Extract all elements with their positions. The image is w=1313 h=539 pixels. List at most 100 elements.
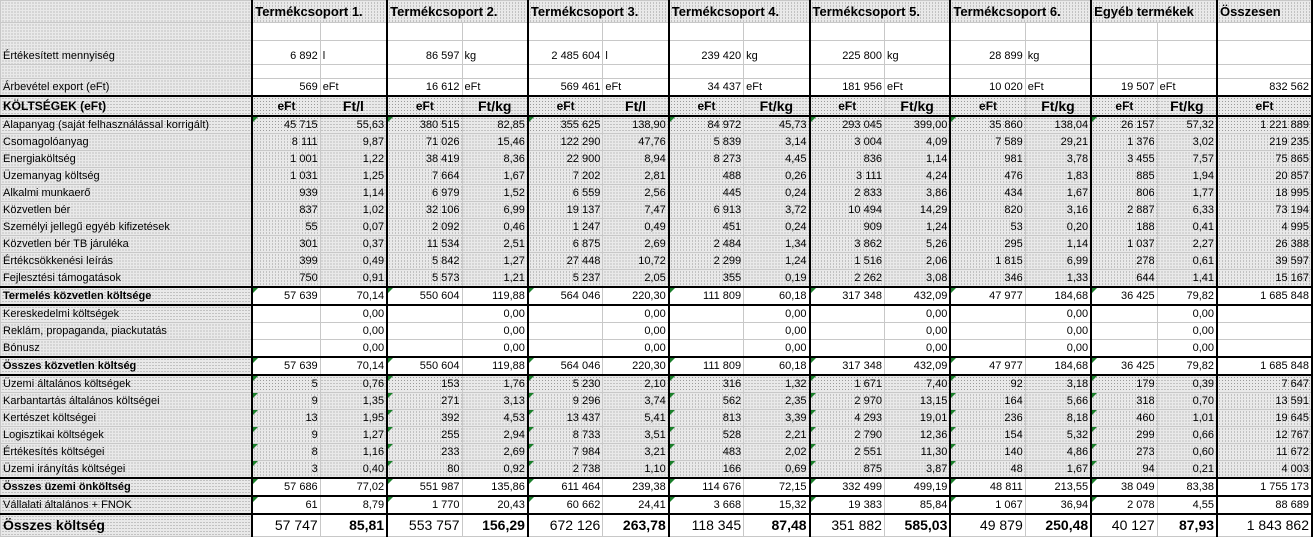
- group-header[interactable]: Termékcsoport 1.: [251, 0, 388, 23]
- row-label[interactable]: Alkalmi munkaerő: [0, 184, 253, 202]
- value-eft[interactable]: 57 639: [251, 356, 321, 376]
- value-per-unit[interactable]: 1,32: [743, 374, 811, 393]
- blank-cell[interactable]: [667, 64, 745, 79]
- blank-cell[interactable]: [1090, 22, 1158, 41]
- value-eft[interactable]: 13: [251, 409, 321, 427]
- value-per-unit[interactable]: 2,10: [602, 374, 670, 393]
- value-eft[interactable]: 36 425: [1090, 286, 1158, 306]
- blank-cell[interactable]: [0, 64, 253, 79]
- value-per-unit[interactable]: 0,00: [743, 339, 811, 358]
- value-eft[interactable]: 5 839: [667, 133, 745, 151]
- blank-cell[interactable]: [602, 64, 670, 79]
- value-per-unit[interactable]: 0,00: [602, 322, 670, 340]
- value-per-unit[interactable]: 0,00: [602, 339, 670, 358]
- qty-unit[interactable]: l: [602, 40, 670, 65]
- value-eft[interactable]: 53: [949, 218, 1026, 236]
- value-eft[interactable]: 460: [1090, 409, 1158, 427]
- value-eft[interactable]: 672 126: [526, 513, 604, 537]
- value-per-unit[interactable]: 138,04: [1024, 115, 1092, 134]
- row-label[interactable]: Összes közvetlen költség: [0, 356, 253, 376]
- value-per-unit[interactable]: 1,95: [319, 409, 388, 427]
- value-eft[interactable]: 140: [949, 443, 1026, 461]
- value-per-unit[interactable]: 263,78: [602, 513, 670, 537]
- value-eft[interactable]: 7 984: [526, 443, 604, 461]
- blank-cell[interactable]: [949, 22, 1026, 41]
- value-eft[interactable]: 2 738: [526, 460, 604, 479]
- row-label[interactable]: Összes költség: [0, 513, 253, 537]
- value-per-unit[interactable]: 0,00: [743, 304, 811, 323]
- value-eft[interactable]: [251, 339, 321, 358]
- row-total[interactable]: 1 843 862: [1216, 513, 1313, 537]
- value-eft[interactable]: 332 499: [808, 477, 885, 497]
- blank-cell[interactable]: [461, 22, 529, 41]
- value-eft[interactable]: 553 757: [386, 513, 463, 537]
- value-eft[interactable]: 5 230: [526, 374, 604, 393]
- value-per-unit[interactable]: 1,27: [461, 252, 529, 270]
- revenue-value[interactable]: 19 507: [1090, 78, 1158, 97]
- value-per-unit[interactable]: 57,32: [1156, 115, 1218, 134]
- value-per-unit[interactable]: 184,68: [1024, 286, 1092, 306]
- qty-value[interactable]: 28 899: [949, 40, 1026, 65]
- value-eft[interactable]: [526, 339, 604, 358]
- value-eft[interactable]: 188: [1090, 218, 1158, 236]
- value-eft[interactable]: 351 882: [808, 513, 885, 537]
- value-per-unit[interactable]: 20,43: [461, 495, 529, 515]
- value-per-unit[interactable]: 0,00: [1024, 304, 1092, 323]
- value-per-unit[interactable]: 5,66: [1024, 392, 1092, 410]
- row-label[interactable]: Alapanyag (saját felhasználással korrigá…: [0, 115, 253, 134]
- value-eft[interactable]: [1090, 322, 1158, 340]
- value-eft[interactable]: 80: [386, 460, 463, 479]
- row-label[interactable]: Termelés közvetlen költsége: [0, 286, 253, 306]
- value-eft[interactable]: 179: [1090, 374, 1158, 393]
- revenue-unit[interactable]: eFt: [1156, 78, 1218, 97]
- row-label[interactable]: Logisztikai költségek: [0, 426, 253, 444]
- value-per-unit[interactable]: 1,83: [1024, 167, 1092, 185]
- value-eft[interactable]: 445: [667, 184, 745, 202]
- value-eft[interactable]: 60 662: [526, 495, 604, 515]
- value-per-unit[interactable]: 0,91: [319, 269, 388, 288]
- value-per-unit[interactable]: 0,00: [461, 339, 529, 358]
- value-eft[interactable]: 8 733: [526, 426, 604, 444]
- value-per-unit[interactable]: 0,00: [883, 322, 951, 340]
- value-eft[interactable]: 36 425: [1090, 356, 1158, 376]
- qty-unit[interactable]: [1156, 40, 1218, 65]
- value-per-unit[interactable]: 4,55: [1156, 495, 1218, 515]
- value-eft[interactable]: [526, 322, 604, 340]
- value-eft[interactable]: 837: [251, 201, 321, 219]
- value-eft[interactable]: 909: [808, 218, 885, 236]
- value-per-unit[interactable]: 14,29: [883, 201, 951, 219]
- value-per-unit[interactable]: 239,38: [602, 477, 670, 497]
- value-eft[interactable]: 48 811: [949, 477, 1026, 497]
- value-eft[interactable]: 2 262: [808, 269, 885, 288]
- value-per-unit[interactable]: 3,87: [883, 460, 951, 479]
- value-per-unit[interactable]: 1,14: [1024, 235, 1092, 253]
- row-total[interactable]: 4 003: [1216, 460, 1313, 479]
- value-eft[interactable]: 299: [1090, 426, 1158, 444]
- blank-cell[interactable]: [808, 64, 885, 79]
- value-eft[interactable]: 71 026: [386, 133, 463, 151]
- qty-unit[interactable]: l: [319, 40, 388, 65]
- group-header[interactable]: Termékcsoport 5.: [808, 0, 951, 23]
- value-eft[interactable]: 26 157: [1090, 115, 1158, 134]
- value-eft[interactable]: 92: [949, 374, 1026, 393]
- value-per-unit[interactable]: 0,00: [883, 339, 951, 358]
- value-eft[interactable]: 13 437: [526, 409, 604, 427]
- value-per-unit[interactable]: 72,15: [743, 477, 811, 497]
- value-per-unit[interactable]: 0,26: [743, 167, 811, 185]
- value-per-unit[interactable]: 6,99: [461, 201, 529, 219]
- blank-cell[interactable]: [526, 22, 604, 41]
- value-eft[interactable]: 2 484: [667, 235, 745, 253]
- value-per-unit[interactable]: 10,72: [602, 252, 670, 270]
- value-per-unit[interactable]: 3,16: [1024, 201, 1092, 219]
- value-eft[interactable]: 476: [949, 167, 1026, 185]
- value-eft[interactable]: 550 604: [386, 286, 463, 306]
- value-eft[interactable]: 1 770: [386, 495, 463, 515]
- value-per-unit[interactable]: 0,00: [883, 304, 951, 323]
- value-eft[interactable]: 1 247: [526, 218, 604, 236]
- unit-header[interactable]: eFt: [949, 95, 1026, 117]
- value-eft[interactable]: [949, 339, 1026, 358]
- value-eft[interactable]: 813: [667, 409, 745, 427]
- value-eft[interactable]: 9: [251, 392, 321, 410]
- value-eft[interactable]: 806: [1090, 184, 1158, 202]
- value-per-unit[interactable]: 1,67: [1024, 184, 1092, 202]
